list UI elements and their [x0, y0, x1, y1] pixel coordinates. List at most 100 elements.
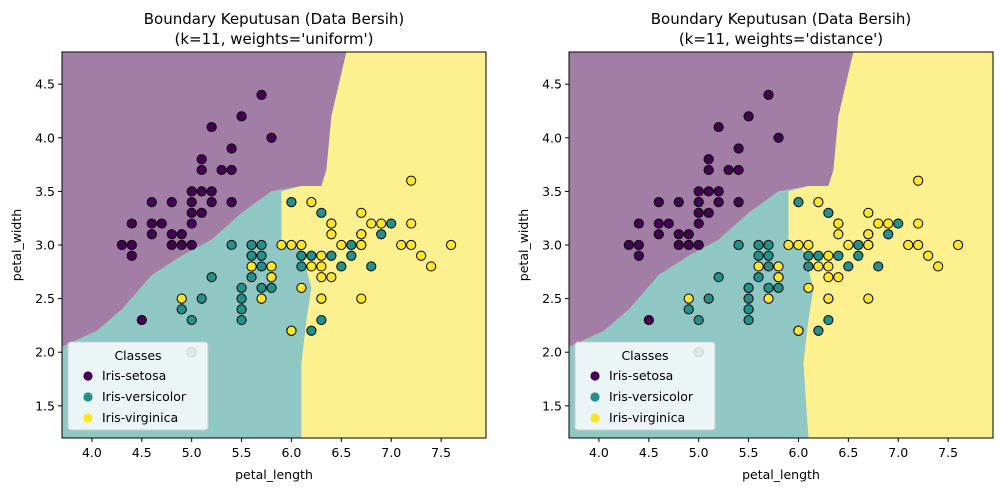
data-point-iris-virginica [276, 239, 287, 251]
data-point-iris-setosa [703, 164, 714, 176]
data-point-iris-setosa [673, 197, 684, 208]
data-point-iris-setosa [713, 186, 724, 197]
data-point-iris-versicolor [206, 272, 217, 283]
legend-entry: Iris-versicolor [102, 389, 187, 404]
data-point-iris-versicolor [246, 250, 257, 261]
data-point-iris-setosa [166, 229, 177, 240]
y-tick-label: 2.0 [542, 345, 562, 360]
legend-marker [590, 371, 600, 381]
data-point-iris-setosa [226, 197, 237, 208]
data-point-iris-virginica [843, 239, 854, 251]
data-point-iris-setosa [186, 218, 197, 229]
data-point-iris-virginica [913, 239, 924, 251]
data-point-iris-versicolor [763, 239, 774, 251]
data-point-iris-virginica [793, 325, 804, 336]
data-point-iris-setosa [126, 239, 137, 251]
data-point-iris-setosa [693, 239, 704, 251]
y-tick-label: 2.0 [35, 345, 55, 360]
y-tick-label: 3.5 [35, 184, 55, 199]
legend-entry: Iris-versicolor [609, 389, 694, 404]
data-point-iris-versicolor [326, 250, 337, 261]
x-axis-label: petal_length [235, 467, 313, 482]
data-point-iris-setosa [633, 250, 644, 261]
data-point-iris-versicolor [236, 293, 247, 304]
data-point-iris-setosa [126, 218, 137, 229]
y-tick-label: 2.5 [542, 291, 562, 306]
data-point-iris-virginica [952, 239, 964, 251]
data-point-iris-versicolor [246, 239, 257, 251]
data-point-iris-versicolor [733, 239, 744, 251]
data-point-iris-versicolor [743, 314, 754, 326]
data-point-iris-versicolor [893, 218, 904, 229]
x-tick-label: 5.5 [739, 445, 759, 460]
y-tick-label: 3.5 [542, 184, 562, 199]
data-point-iris-virginica [336, 239, 347, 251]
data-point-iris-setosa [186, 207, 197, 218]
data-point-iris-virginica [773, 261, 784, 272]
data-point-iris-versicolor [246, 272, 257, 283]
data-point-iris-setosa [693, 186, 704, 197]
legend-box [67, 341, 209, 431]
data-point-iris-versicolor [683, 304, 694, 315]
legend-title: Classes [621, 348, 668, 363]
data-point-iris-versicolor [823, 314, 834, 326]
legend-marker [83, 371, 93, 381]
data-point-iris-virginica [266, 272, 277, 283]
data-point-iris-virginica [813, 197, 824, 208]
data-point-iris-versicolor [256, 282, 267, 293]
y-tick-label: 4.0 [35, 130, 55, 145]
legend-marker [590, 392, 600, 402]
data-point-iris-setosa [733, 197, 744, 208]
y-tick-label: 1.5 [542, 398, 562, 413]
legend-marker [590, 413, 600, 423]
data-point-iris-setosa [176, 229, 187, 240]
data-point-iris-setosa [653, 229, 664, 240]
data-point-iris-versicolor [853, 250, 864, 261]
data-point-iris-setosa [176, 239, 187, 251]
data-point-iris-setosa [166, 197, 177, 208]
data-point-iris-versicolor [833, 250, 844, 261]
data-point-iris-versicolor [753, 272, 764, 283]
data-point-iris-virginica [783, 239, 794, 251]
data-point-iris-versicolor [743, 282, 754, 293]
data-point-iris-setosa [733, 164, 744, 176]
data-point-iris-setosa [196, 154, 207, 165]
data-point-iris-virginica [833, 229, 844, 240]
data-point-iris-virginica [176, 293, 187, 304]
data-point-iris-setosa [266, 132, 277, 143]
data-point-iris-setosa [683, 239, 694, 251]
chart-title-line: Boundary Keputusan (Data Bersih) [651, 10, 912, 28]
scatter-points [116, 89, 457, 358]
data-point-iris-virginica [833, 218, 844, 229]
x-tick-label: 4.0 [82, 445, 102, 460]
data-point-iris-virginica [316, 272, 327, 283]
legend-title: Classes [114, 348, 161, 363]
data-point-iris-setosa [673, 229, 684, 240]
data-point-iris-virginica [833, 272, 844, 283]
legend: Classes Iris-setosa Iris-versicolor Iris-vi… [574, 341, 716, 431]
data-point-iris-setosa [146, 197, 157, 208]
x-tick-label: 5.5 [232, 445, 252, 460]
data-point-iris-versicolor [346, 239, 357, 251]
data-point-iris-setosa [643, 314, 654, 326]
data-point-iris-virginica [773, 272, 784, 283]
data-point-iris-virginica [823, 293, 834, 304]
data-point-iris-virginica [406, 239, 417, 251]
y-tick-label: 3.0 [542, 238, 562, 253]
data-point-iris-virginica [416, 250, 427, 261]
data-point-iris-setosa [206, 186, 217, 197]
data-point-iris-setosa [693, 207, 704, 218]
data-point-iris-virginica [286, 239, 297, 251]
data-point-iris-versicolor [316, 314, 327, 326]
data-point-iris-virginica [306, 261, 317, 272]
data-point-iris-versicolor [763, 250, 774, 261]
data-point-iris-virginica [296, 282, 307, 293]
legend-box [574, 341, 716, 431]
data-point-iris-versicolor [843, 261, 854, 272]
x-tick-label: 6.5 [838, 445, 858, 460]
data-point-iris-virginica [326, 229, 337, 240]
data-point-iris-versicolor [236, 304, 247, 315]
data-point-iris-versicolor [256, 261, 267, 272]
